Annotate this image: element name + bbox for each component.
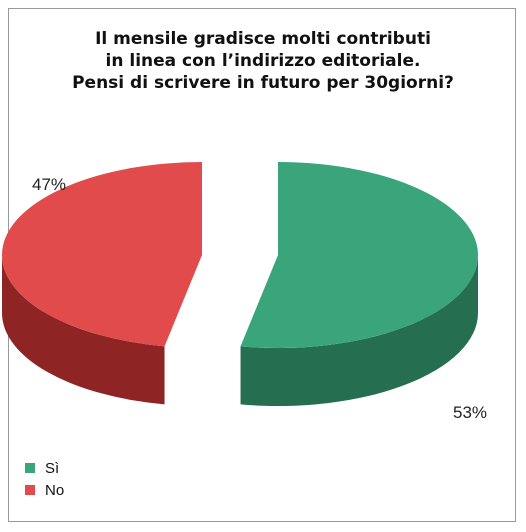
legend: Sì No: [25, 458, 64, 502]
chart-title: Il mensile gradisce molti contributi in …: [0, 28, 526, 94]
title-line-1: Il mensile gradisce molti contributi: [95, 29, 431, 49]
legend-label-si: Sì: [45, 459, 60, 477]
slice-label-si: 53%: [453, 403, 487, 422]
slice-top-no: [1, 162, 203, 347]
slice-side-no-0: [2, 255, 165, 405]
legend-label-no: No: [45, 481, 65, 499]
slice-label-no: 47%: [32, 175, 66, 194]
legend-swatch-no: [25, 485, 35, 495]
slice-top-si: [240, 162, 478, 348]
title-line-2: in linea con l’indirizzo editoriale.: [105, 51, 421, 71]
slice-side-si-0: [240, 255, 478, 406]
legend-item-si: Sì: [25, 458, 64, 478]
title-line-3: Pensi di scrivere in futuro per 30giorni…: [72, 73, 454, 93]
legend-swatch-si: [25, 463, 35, 473]
legend-item-no: No: [25, 480, 64, 500]
